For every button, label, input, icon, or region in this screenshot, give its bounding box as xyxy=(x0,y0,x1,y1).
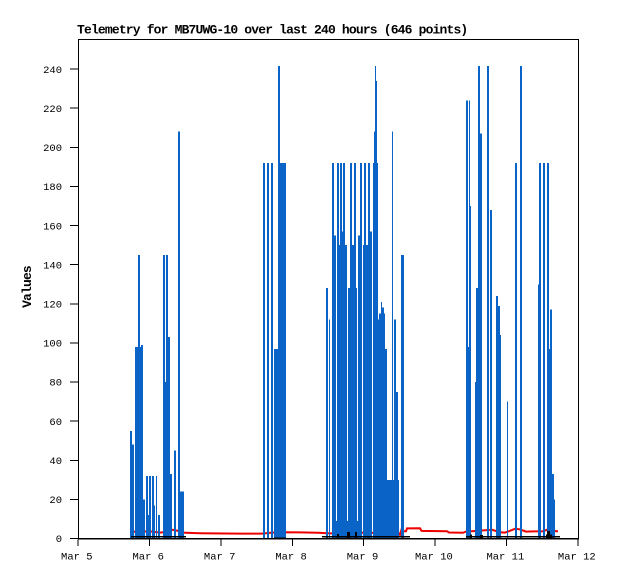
svg-text:140: 140 xyxy=(43,260,62,272)
svg-text:Mar 11: Mar 11 xyxy=(486,552,524,564)
svg-text:Mar 12: Mar 12 xyxy=(558,552,596,564)
svg-text:0: 0 xyxy=(56,534,62,546)
svg-text:160: 160 xyxy=(43,221,62,233)
svg-text:240: 240 xyxy=(43,65,62,77)
svg-text:Mar 5: Mar 5 xyxy=(61,552,93,564)
svg-text:200: 200 xyxy=(43,143,62,155)
svg-text:20: 20 xyxy=(49,495,62,507)
svg-text:Mar 8: Mar 8 xyxy=(275,552,307,564)
svg-text:80: 80 xyxy=(49,378,62,390)
svg-text:Mar 9: Mar 9 xyxy=(347,552,379,564)
svg-text:120: 120 xyxy=(43,300,62,312)
svg-text:Mar 7: Mar 7 xyxy=(204,552,236,564)
svg-text:Telemetry for MB7UWG-10 over l: Telemetry for MB7UWG-10 over last 240 ho… xyxy=(77,23,467,38)
svg-text:180: 180 xyxy=(43,182,62,194)
svg-text:60: 60 xyxy=(49,417,62,429)
svg-text:220: 220 xyxy=(43,104,62,116)
svg-text:Mar 10: Mar 10 xyxy=(415,552,453,564)
svg-text:100: 100 xyxy=(43,339,62,351)
svg-text:Mar 6: Mar 6 xyxy=(132,552,164,564)
svg-text:Values: Values xyxy=(20,265,35,308)
svg-text:40: 40 xyxy=(49,456,62,468)
